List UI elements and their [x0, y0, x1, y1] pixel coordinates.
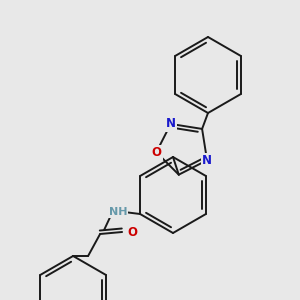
Text: N: N: [166, 117, 176, 130]
Text: O: O: [151, 146, 161, 159]
Text: NH: NH: [109, 207, 127, 217]
Text: N: N: [202, 154, 212, 167]
Text: O: O: [127, 226, 137, 238]
